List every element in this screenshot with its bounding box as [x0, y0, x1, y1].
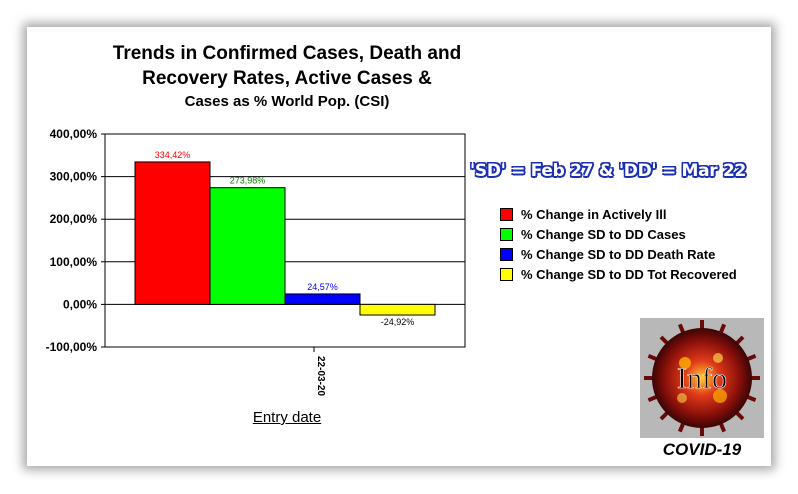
legend-item: % Change SD to DD Tot Recovered	[500, 264, 737, 284]
title-line-1: Trends in Confirmed Cases, Death and	[112, 43, 462, 64]
legend-label: % Change SD to DD Tot Recovered	[521, 266, 737, 282]
bar	[359, 303, 436, 316]
chart-legend: % Change in Actively Ill % Change SD to D…	[500, 204, 737, 284]
bar-chart: -100,00% 0,00% 100,00% 200,00% 300,00% 400,00…	[46, 127, 466, 396]
y-tick-label: 200,00%	[50, 212, 98, 226]
legend-item: % Change SD to DD Death Rate	[500, 244, 737, 264]
bar	[284, 293, 361, 305]
bar-value-label: 24,57%	[307, 282, 338, 292]
bar-value-label: -24,92%	[381, 317, 415, 327]
title-line-3: Cases as % World Pop. (CSI)	[184, 93, 390, 110]
badge-caption: COVID-19	[662, 440, 742, 459]
title-line-2: Recovery Rates, Active Cases &	[142, 68, 432, 89]
bar-value-label: 334,42%	[155, 150, 191, 160]
date-definition-note: 'SD' = Feb 27 & 'DD' = Mar 22	[470, 161, 747, 181]
legend-swatch	[500, 267, 513, 281]
bar-value-label: 273,98%	[230, 176, 266, 186]
x-category-label: 22-03-20	[315, 356, 326, 396]
x-axis-label: Entry date	[252, 409, 322, 426]
bar	[209, 187, 286, 305]
y-tick-label: 0,00%	[63, 297, 97, 311]
legend-item: % Change SD to DD Cases	[500, 224, 737, 244]
virus-info-icon: Info	[644, 320, 760, 436]
y-tick-label: 100,00%	[50, 255, 98, 269]
y-tick-label: 300,00%	[50, 170, 98, 184]
bar	[134, 161, 211, 305]
chart-frame: Trends in Confirmed Cases, Death and Rec…	[27, 27, 771, 466]
legend-swatch	[500, 247, 513, 261]
plot-area-border	[104, 133, 466, 348]
legend-label: % Change SD to DD Cases	[521, 226, 686, 242]
y-tick-label: 400,00%	[50, 127, 98, 141]
legend-label: % Change in Actively Ill	[521, 206, 667, 222]
covid-badge: Info	[640, 318, 764, 438]
badge-info-word: Info	[677, 362, 727, 395]
legend-swatch	[500, 227, 513, 241]
y-tick-label: -100,00%	[46, 340, 98, 354]
chart-title: Trends in Confirmed Cases, Death and Rec…	[87, 41, 487, 113]
legend-label: % Change SD to DD Death Rate	[521, 246, 716, 262]
legend-swatch	[500, 207, 513, 221]
legend-item: % Change in Actively Ill	[500, 204, 737, 224]
